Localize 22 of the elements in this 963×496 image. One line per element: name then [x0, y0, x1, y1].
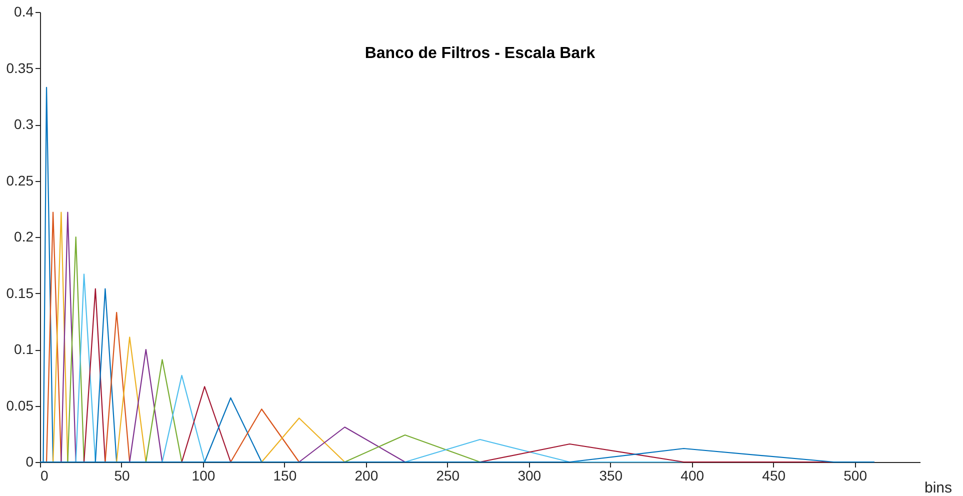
x-tick-label: 100	[192, 468, 216, 484]
x-tick-label: 350	[599, 468, 623, 484]
x-tick-label: 50	[114, 468, 130, 484]
y-tick-label: 0.15	[6, 284, 34, 301]
y-tick-label: 0.2	[14, 228, 34, 244]
x-tick-label: 250	[436, 468, 460, 484]
x-tick-label: 400	[680, 468, 704, 484]
text: Banco de Filtros - Escala Bark	[364, 45, 596, 62]
y-tick-label: 0.1	[14, 341, 34, 357]
x-tick-label: 300	[518, 468, 542, 484]
y-tick-label: 0.25	[6, 172, 34, 188]
x-tick-label: 450	[762, 468, 786, 484]
y-tick-label: 0.3	[14, 116, 34, 132]
y-tick-label: 0.35	[6, 60, 34, 76]
x-axis-title: bins	[924, 480, 952, 496]
y-tick-label: 0	[26, 454, 34, 470]
y-tick-label: 0.4	[14, 4, 34, 20]
x-tick-label: 500	[844, 468, 868, 484]
x-tick-label: 0	[40, 468, 48, 484]
x-tick-label: 200	[354, 468, 378, 484]
x-tick-label: 150	[273, 468, 297, 484]
y-tick-label: 0.05	[6, 397, 34, 414]
